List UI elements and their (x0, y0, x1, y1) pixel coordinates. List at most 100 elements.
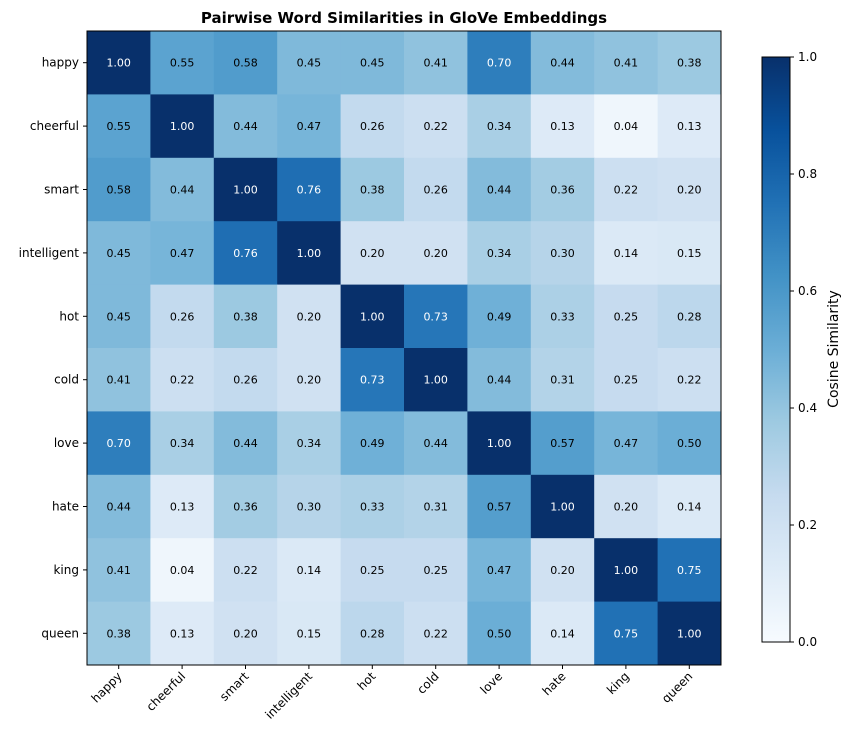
heatmap-cell (404, 94, 468, 159)
heatmap-cell (277, 157, 342, 222)
cell-value-label: 0.14 (297, 564, 322, 577)
heatmap-cell (657, 221, 722, 286)
heatmap-cell (150, 31, 215, 95)
heatmap-cell (340, 538, 405, 603)
cell-value-label: 0.25 (360, 564, 385, 577)
heatmap-cell (594, 94, 659, 159)
heatmap-cell (213, 348, 278, 412)
cell-value-label: 0.15 (297, 627, 322, 640)
heatmap-cell (657, 411, 722, 476)
heatmap-cell (87, 474, 151, 539)
cell-value-label: 0.15 (677, 247, 702, 260)
heatmap-cell (277, 348, 342, 412)
cell-value-label: 0.76 (297, 184, 322, 197)
cell-value-label: 0.20 (360, 247, 385, 260)
heatmap-cell (530, 474, 595, 539)
cell-value-label: 0.44 (170, 184, 195, 197)
cell-value-label: 0.14 (614, 247, 639, 260)
cell-value-label: 0.20 (297, 374, 322, 387)
cell-value-label: 0.47 (297, 120, 322, 133)
x-tick-label: cheerful (144, 669, 189, 714)
y-tick-label: happy (42, 56, 79, 70)
cell-value-label: 0.13 (550, 120, 575, 133)
heatmap-cell (87, 284, 151, 349)
heatmap-cell (657, 94, 722, 159)
cell-value-label: 0.34 (170, 437, 195, 450)
heatmap-cell (467, 94, 532, 159)
cell-value-label: 1.00 (297, 247, 322, 260)
heatmap-cell (340, 601, 405, 666)
heatmap-cell (213, 157, 278, 222)
cell-value-label: 0.44 (233, 437, 258, 450)
cell-value-label: 0.22 (423, 627, 448, 640)
heatmap-cell (340, 474, 405, 539)
y-tick-label: cold (54, 373, 79, 387)
x-tick-label: love (478, 669, 506, 697)
heatmap-cell (467, 221, 532, 286)
cell-value-label: 0.45 (106, 247, 131, 260)
cell-value-label: 0.73 (360, 374, 385, 387)
heatmap-cell (87, 221, 151, 286)
heatmap-cells: 1.00 0.55 0.58 0.45 0.45 0.41 0.70 0.44 0.41 0.38… (87, 31, 722, 666)
cell-value-label: 0.22 (170, 374, 195, 387)
heatmap-cell (594, 474, 659, 539)
cell-value-label: 0.44 (487, 184, 512, 197)
cell-value-label: 0.33 (550, 310, 575, 323)
y-tick-label: hate (52, 500, 79, 514)
heatmap-cell (467, 348, 532, 412)
x-tick-label: cold (414, 669, 441, 696)
heatmap-cell (530, 601, 595, 666)
heatmap-cell (277, 538, 342, 603)
x-tick-label: happy (89, 669, 125, 705)
heatmap-cell (87, 348, 151, 412)
x-tick-label: hot (355, 669, 379, 693)
y-tick-label: king (53, 563, 79, 577)
heatmap-cell (467, 31, 532, 95)
cell-value-label: 0.45 (297, 57, 322, 70)
heatmap-cell (594, 538, 659, 603)
heatmap-cell (150, 474, 215, 539)
cell-value-label: 0.30 (550, 247, 575, 260)
y-tick-label: intelligent (19, 246, 80, 260)
cell-value-label: 0.47 (170, 247, 195, 260)
x-tick-label: hate (540, 669, 569, 698)
cell-value-label: 0.25 (614, 310, 639, 323)
heatmap-cell (530, 284, 595, 349)
colorbar-tick-label: 0.8 (798, 167, 817, 181)
heatmap-cell (213, 538, 278, 603)
heatmap-cell (213, 31, 278, 95)
heatmap-cell (87, 538, 151, 603)
cell-value-label: 0.26 (233, 374, 258, 387)
cell-value-label: 0.20 (677, 184, 702, 197)
cell-value-label: 0.34 (487, 247, 512, 260)
heatmap-cell (594, 221, 659, 286)
cell-value-label: 1.00 (487, 437, 512, 450)
y-tick-label: queen (41, 626, 79, 640)
colorbar-ticks: 0.0 0.2 0.4 0.6 0.8 1.0 (790, 50, 817, 649)
heatmap-cell (277, 94, 342, 159)
heatmap-cell (277, 284, 342, 349)
heatmap-cell (594, 601, 659, 666)
heatmap-cell (530, 538, 595, 603)
cell-value-label: 1.00 (677, 627, 702, 640)
cell-value-label: 0.57 (487, 501, 512, 514)
heatmap-cell (340, 411, 405, 476)
cell-value-label: 0.22 (233, 564, 258, 577)
heatmap-cell (404, 157, 468, 222)
cell-value-label: 0.13 (677, 120, 702, 133)
x-tick-label: intelligent (262, 669, 315, 722)
x-tick-label: king (604, 669, 632, 697)
cell-value-label: 0.30 (297, 501, 322, 514)
heatmap-cell (150, 221, 215, 286)
cell-value-label: 0.41 (106, 374, 131, 387)
heatmap-cell (530, 411, 595, 476)
cell-value-label: 0.57 (550, 437, 575, 450)
heatmap-cell (467, 411, 532, 476)
cell-value-label: 0.20 (233, 627, 258, 640)
y-tick-label: love (54, 436, 79, 450)
y-tick-label: smart (44, 183, 79, 197)
heatmap-cell (213, 411, 278, 476)
cell-value-label: 0.41 (106, 564, 131, 577)
heatmap-cell (150, 601, 215, 666)
cell-value-label: 0.45 (360, 57, 385, 70)
